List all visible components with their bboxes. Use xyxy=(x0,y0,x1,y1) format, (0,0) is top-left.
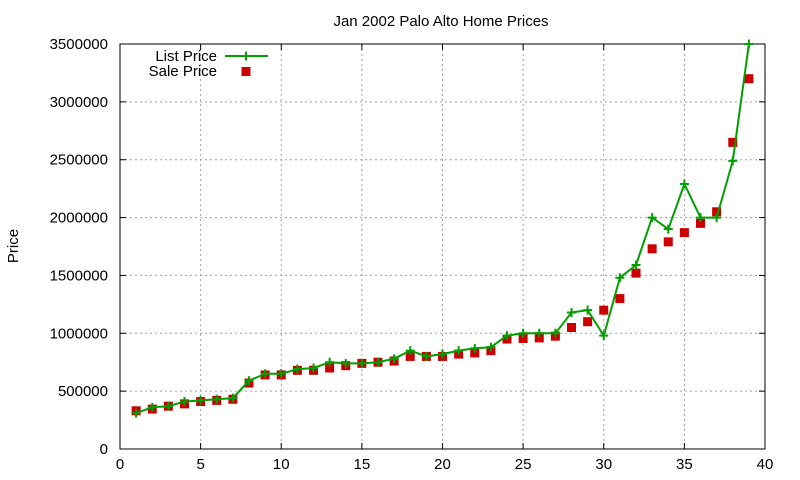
list-price-point xyxy=(276,369,286,379)
y-tick-label: 3500000 xyxy=(50,36,108,53)
y-tick-label: 3000000 xyxy=(50,94,108,111)
list-price-point xyxy=(696,213,705,223)
sale-price-point xyxy=(647,244,657,254)
list-price-point xyxy=(518,328,528,338)
list-price-point xyxy=(470,343,480,353)
list-price-point xyxy=(647,213,657,223)
y-tick-label: 1500000 xyxy=(50,267,108,284)
list-price-point xyxy=(228,393,238,403)
y-tick-label: 1000000 xyxy=(50,325,108,342)
y-tick-label: 0 xyxy=(100,441,108,458)
sale-price-point xyxy=(405,351,415,361)
sale-price-point xyxy=(583,317,593,327)
sale-price-point xyxy=(615,294,625,304)
list-price-point xyxy=(309,363,318,373)
x-tick-label: 0 xyxy=(116,456,124,473)
sale-price-point xyxy=(518,333,528,343)
legend-label-sale-price: Sale Price xyxy=(149,63,217,80)
list-price-point xyxy=(325,357,335,367)
chart-title: Jan 2002 Palo Alto Home Prices xyxy=(333,13,548,30)
legend: List Price Sale Price xyxy=(149,48,268,80)
y-axis-label: Price xyxy=(5,229,22,263)
legend-marker-list-price xyxy=(241,51,251,61)
sale-price-point xyxy=(567,323,576,332)
list-price-point xyxy=(163,401,173,411)
list-price-point xyxy=(663,224,673,234)
list-price-point xyxy=(615,273,625,283)
x-tick-label: 20 xyxy=(434,456,451,473)
x-tick-label: 5 xyxy=(196,456,204,473)
x-tick-label: 25 xyxy=(515,456,532,473)
sale-price-point xyxy=(663,237,673,247)
list-price-point xyxy=(679,179,689,189)
list-price-point xyxy=(341,358,351,368)
list-price-point xyxy=(583,305,593,315)
list-price-point xyxy=(389,354,399,364)
list-price-point xyxy=(438,349,447,359)
data-marks xyxy=(131,39,754,418)
list-price-point xyxy=(260,369,270,379)
list-price-point xyxy=(373,357,383,367)
legend-marker-sale-price xyxy=(241,67,251,76)
list-price-point xyxy=(421,351,431,361)
sale-price-point xyxy=(696,218,705,228)
legend-label-list-price: List Price xyxy=(155,48,217,65)
list-price-point xyxy=(244,376,254,386)
list-price-point xyxy=(550,328,560,338)
x-tick-label: 15 xyxy=(354,456,371,473)
sale-price-point xyxy=(744,74,754,84)
sale-price-point xyxy=(325,363,335,373)
list-price-point xyxy=(631,260,641,270)
sale-price-point xyxy=(728,137,738,147)
list-price-point xyxy=(567,307,576,317)
axes: 0 5 10 15 20 25 30 35 40 0 500000 1000000 1500000 200… xyxy=(50,36,774,473)
sale-price-point xyxy=(599,305,609,315)
list-price-point xyxy=(131,408,141,418)
y-tick-label: 2500000 xyxy=(50,152,108,169)
sale-price-point xyxy=(712,207,722,217)
x-tick-label: 40 xyxy=(757,456,774,473)
list-price-point xyxy=(147,402,157,412)
list-price-point xyxy=(744,39,754,49)
sale-price-point xyxy=(679,228,689,238)
list-price-point xyxy=(599,331,609,341)
list-price-point xyxy=(486,342,496,352)
list-price-point xyxy=(454,346,464,356)
x-tick-label: 30 xyxy=(595,456,612,473)
list-price-point xyxy=(712,213,722,223)
list-price-point xyxy=(180,397,189,407)
y-tick-label: 500000 xyxy=(58,383,108,400)
list-price-point xyxy=(405,346,415,356)
list-price-point xyxy=(728,156,738,166)
list-price-point xyxy=(502,331,512,341)
list-price-point xyxy=(212,394,222,404)
list-price-point xyxy=(292,364,302,374)
sale-price-point xyxy=(631,268,641,278)
grid xyxy=(120,44,765,449)
list-price-point xyxy=(196,395,206,405)
list-price-point xyxy=(357,358,367,368)
sale-price-point xyxy=(470,348,480,358)
x-tick-label: 10 xyxy=(273,456,290,473)
list-price-point xyxy=(534,328,544,338)
y-tick-label: 2000000 xyxy=(50,210,108,227)
sale-price-point xyxy=(534,333,544,343)
x-tick-label: 35 xyxy=(676,456,693,473)
